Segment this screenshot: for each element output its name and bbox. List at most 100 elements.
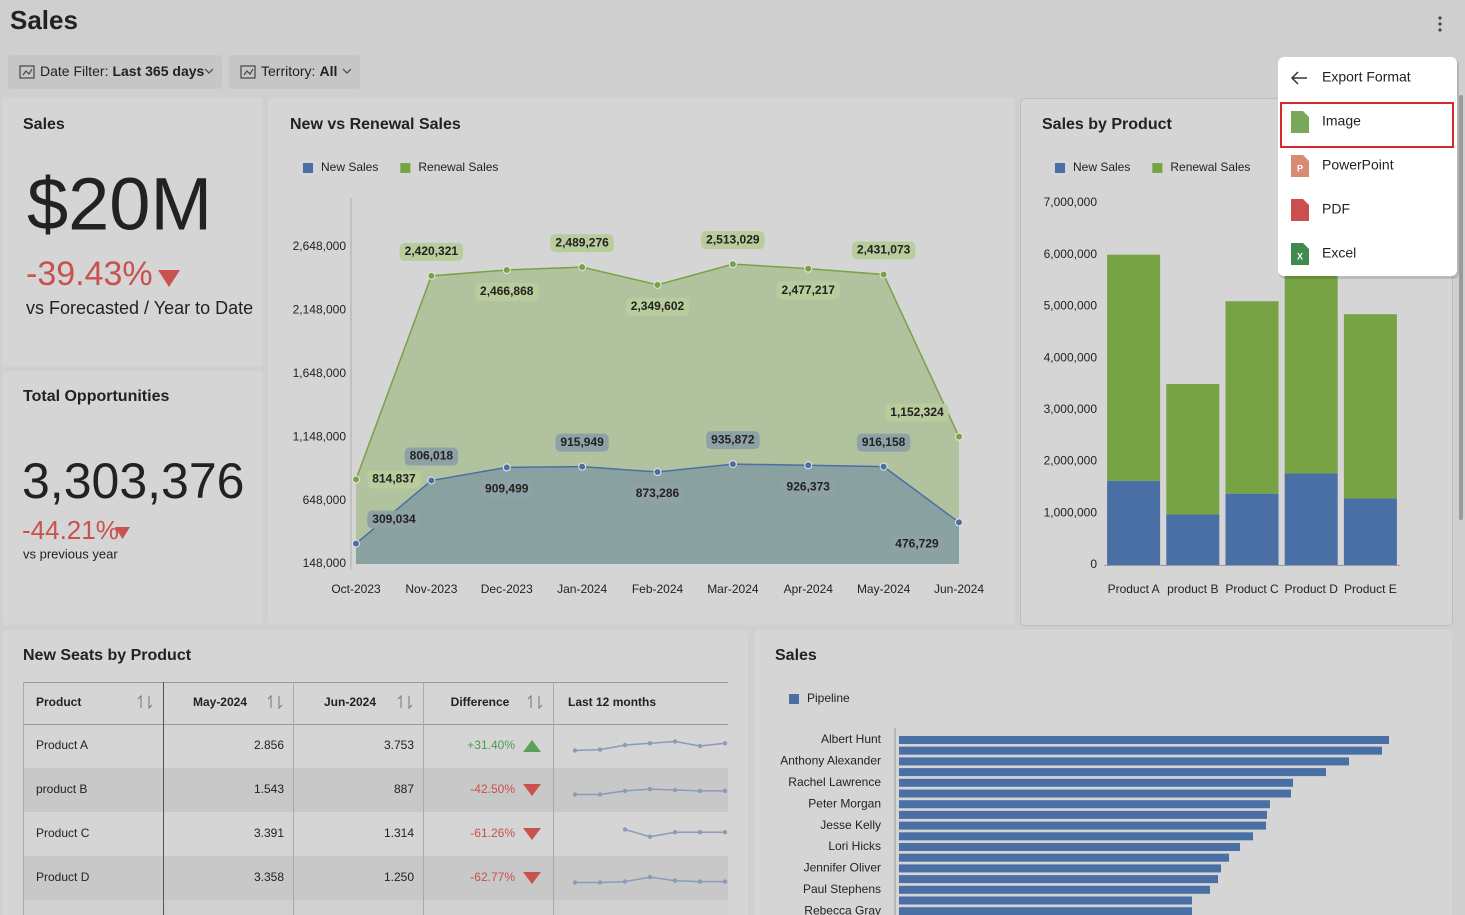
data-point: [653, 280, 662, 289]
data-label: 476,729: [895, 536, 939, 550]
data-point: [427, 271, 436, 280]
filter-icon: [19, 65, 352, 79]
x-tick-label: Mar-2024: [707, 582, 759, 596]
y-tick-label: Rebecca Gray: [804, 903, 881, 915]
menu-title[interactable]: Export Format: [1322, 69, 1411, 85]
sort-icon[interactable]: [267, 694, 283, 710]
legend-swatch: [303, 163, 313, 173]
chart-title: New vs Renewal Sales: [290, 116, 461, 133]
data-label-bg: [480, 480, 534, 499]
legend-label: Renewal Sales: [418, 160, 498, 174]
y-tick-label: 2,000,000: [1044, 454, 1098, 468]
table-cell: Product C: [36, 826, 90, 840]
data-point: [352, 475, 360, 484]
y-tick-label: 648,000: [303, 493, 347, 507]
sparkline-point: [572, 748, 578, 753]
data-label-bg: [701, 231, 765, 250]
table-cell: Product A: [36, 738, 88, 752]
bar: [899, 768, 1326, 777]
data-point: [352, 539, 360, 548]
data-label-bg: [555, 433, 609, 452]
sparkline-point: [647, 874, 653, 880]
data-label: 2,489,276: [555, 235, 609, 249]
area-fill: [356, 464, 959, 564]
bar-segment: [1107, 480, 1161, 565]
filter-button[interactable]: [8, 55, 222, 89]
filter-text[interactable]: Date Filter: Last 365 days: [40, 63, 205, 79]
bar: [899, 746, 1382, 755]
sort-icon[interactable]: [137, 694, 153, 710]
data-label-bg: [885, 403, 949, 422]
table-title: New Seats by Product: [23, 647, 192, 664]
back-arrow[interactable]: [1290, 71, 1307, 85]
menu-item[interactable]: PDF: [1322, 201, 1350, 217]
bar-segment: [1225, 493, 1279, 565]
y-tick-label: 1,148,000: [293, 429, 347, 443]
kebab-menu[interactable]: [1438, 16, 1442, 32]
file-icon-letter: P: [1297, 163, 1303, 173]
x-tick-label: Product D: [1285, 582, 1339, 596]
sparkline-point: [697, 879, 703, 884]
menu-item[interactable]: Excel: [1322, 245, 1356, 261]
sparkline-point: [647, 741, 653, 746]
x-tick-label: Product C: [1225, 582, 1279, 596]
x-tick-label: Product E: [1344, 582, 1397, 596]
bar: [899, 810, 1267, 819]
data-label: 1,152,324: [890, 405, 944, 419]
table-cell: 2.856: [254, 738, 284, 752]
filter-value: Last 365 days: [112, 63, 204, 79]
bar: [899, 864, 1221, 873]
data-label: 814,837: [372, 472, 416, 486]
table-cell: product B: [36, 782, 87, 796]
x-tick-label: Oct-2023: [331, 582, 381, 596]
y-tick-label: 4,000,000: [1044, 350, 1098, 364]
bar: [899, 821, 1266, 830]
y-tick-label: Rachel Lawrence: [788, 775, 881, 789]
bar: [899, 736, 1389, 744]
sparkline-point: [647, 786, 653, 792]
bar: [899, 907, 1192, 915]
filter-text[interactable]: Territory: All: [261, 63, 337, 79]
y-tick-label: Albert Hunt: [821, 732, 882, 746]
sort-icon[interactable]: [397, 694, 413, 710]
menu-item[interactable]: Image: [1322, 113, 1361, 129]
column-header: Difference: [451, 695, 510, 709]
x-tick-label: Apr-2024: [784, 582, 834, 596]
data-point: [955, 432, 963, 441]
filter-label: Date Filter:: [40, 63, 108, 79]
sparkline-point: [622, 788, 628, 794]
kpi-change: -39.43%: [26, 255, 153, 293]
menu-item[interactable]: PowerPoint: [1322, 157, 1394, 173]
data-label: 2,431,073: [857, 243, 911, 257]
table-cell: 3.391: [254, 826, 284, 840]
bar: [899, 843, 1240, 851]
bar-segment: [1284, 473, 1338, 565]
bar: [899, 832, 1253, 841]
sort-icon[interactable]: [527, 694, 543, 710]
page-title: Sales: [10, 5, 78, 35]
kpi-value: $20M: [27, 163, 212, 246]
bar-segment: [1343, 314, 1397, 499]
data-label-bg: [851, 241, 916, 260]
data-label-bg: [890, 535, 944, 554]
y-tick-label: Jesse Kelly: [820, 818, 881, 832]
x-tick-label: May-2024: [857, 582, 911, 596]
scrollbar[interactable]: [1459, 95, 1463, 520]
data-point: [502, 463, 511, 472]
table-cell: 1.543: [254, 782, 284, 796]
filter-button[interactable]: [229, 55, 360, 89]
data-point: [502, 265, 511, 274]
data-label-bg: [776, 281, 840, 300]
data-label: 915,949: [560, 435, 604, 449]
chart-title: Sales: [775, 647, 817, 664]
x-tick-label: Feb-2024: [632, 582, 684, 596]
down-arrow: [523, 828, 541, 840]
kpi-caption: vs previous year: [23, 546, 118, 561]
bar: [899, 896, 1192, 905]
x-tick-label: product B: [1167, 582, 1218, 596]
kpi-caption: vs Forecasted / Year to Date: [26, 298, 253, 318]
data-label-bg: [856, 433, 911, 452]
kpi-card: [2, 98, 263, 366]
data-label: 916,158: [862, 435, 906, 449]
